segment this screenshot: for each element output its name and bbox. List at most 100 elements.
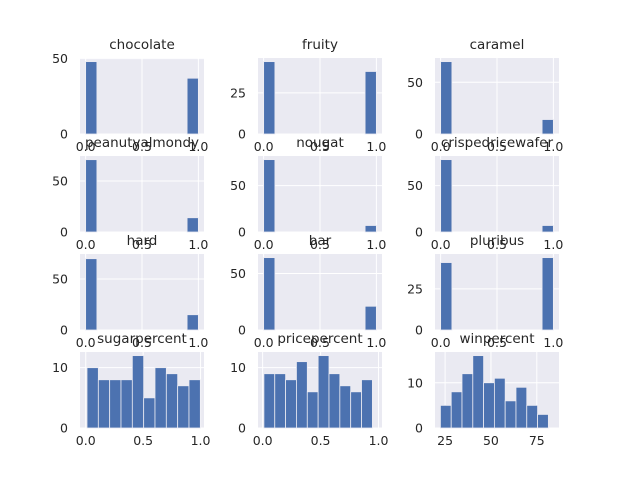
x-tick-label: 0.0: [76, 433, 96, 448]
subplot-hard: 0.0 0.5 1.0 0 50 hard: [52, 233, 208, 350]
x-tick-label: 1.0: [543, 335, 563, 350]
x-tick-label: 50: [483, 433, 499, 448]
y-tick-label: 10: [230, 360, 246, 375]
histogram-bar: [263, 373, 276, 429]
subplot-title: nougat: [296, 135, 344, 151]
histogram-bar: [504, 400, 517, 429]
subplot-caramel: 0.0 0.5 1.0 0 50 caramel: [407, 37, 563, 154]
histogram-bar: [541, 119, 554, 135]
y-tick-label: 0: [60, 323, 68, 338]
y-tick-label: 0: [415, 323, 423, 338]
y-tick-label: 50: [230, 178, 246, 193]
histogram-bar: [306, 391, 319, 429]
subplot-title: hard: [127, 233, 158, 249]
y-tick-label: 0: [415, 421, 423, 436]
x-tick-label: 1.0: [366, 335, 386, 350]
histogram-bar: [350, 391, 362, 429]
histogram-bar: [296, 361, 308, 429]
histogram-bar: [131, 355, 145, 429]
y-tick-label: 0: [238, 421, 246, 436]
subplot-title: crispedricewafer: [441, 135, 554, 151]
histogram-bar: [186, 77, 199, 135]
x-tick-label: 0.5: [310, 139, 330, 154]
x-tick-label: 0.0: [76, 335, 96, 350]
y-tick-label: 50: [52, 51, 68, 66]
x-tick-label: 25: [437, 433, 453, 448]
subplot-sugarpercent: 0.0 0.5 1.0 0 10 sugarpercent: [52, 331, 210, 448]
subplot-title: pricepercent: [277, 331, 362, 347]
y-tick-label: 0: [238, 127, 246, 142]
histogram-bar: [440, 61, 453, 135]
histogram-bar: [263, 257, 276, 331]
x-tick-label: 0.5: [310, 237, 330, 252]
histogram-bar: [120, 379, 133, 429]
x-tick-label: 0.0: [431, 237, 451, 252]
histogram-bar: [154, 367, 167, 429]
x-tick-label: 0.0: [431, 139, 451, 154]
y-tick-label: 10: [52, 360, 68, 375]
histogram-bar: [364, 71, 377, 135]
histogram-bar: [285, 379, 297, 429]
subplot-peanutyalmondy: 0.0 0.5 1.0 0 50 peanutyalmondy: [52, 135, 208, 252]
y-tick-label: 50: [52, 272, 68, 287]
histogram-bar: [97, 379, 111, 429]
histogram-bar: [537, 414, 549, 429]
subplot-chocolate: 0.0 0.5 1.0 0 50 chocolate: [52, 37, 208, 154]
y-tick-label: 25: [230, 85, 246, 100]
histogram-bar: [186, 314, 199, 331]
histogram-bar: [188, 379, 201, 429]
subplot-pluribus: 0.0 0.5 1.0 0 25 pluribus: [407, 233, 563, 350]
y-tick-label: 0: [60, 127, 68, 142]
histogram-bar: [85, 61, 98, 135]
x-tick-label: 0.0: [431, 335, 451, 350]
x-tick-label: 0.0: [76, 237, 96, 252]
histogram-bar: [526, 404, 538, 429]
histogram-bar: [274, 373, 287, 429]
histogram-bar: [165, 373, 179, 429]
histogram-bar: [186, 217, 199, 233]
histogram-bar: [440, 159, 453, 233]
histogram-bar: [361, 379, 373, 429]
subplot-winpercent: 25 50 75 0 10 winpercent: [407, 331, 559, 448]
y-tick-label: 0: [60, 421, 68, 436]
histogram-bar: [143, 397, 156, 429]
histogram-bar: [515, 386, 528, 429]
histogram-bar: [541, 257, 554, 331]
subplot-pricepercent: 0.0 0.5 1.0 0 10 pricepercent: [230, 331, 388, 448]
subplot-title: pluribus: [470, 233, 524, 249]
subplot-title: fruity: [302, 37, 338, 53]
histogram-bar: [440, 262, 453, 331]
subplot-title: chocolate: [109, 37, 175, 53]
histogram-bar: [85, 159, 98, 233]
x-tick-label: 1.0: [543, 139, 563, 154]
x-tick-label: 1.0: [188, 237, 208, 252]
y-tick-label: 50: [230, 266, 246, 281]
x-tick-label: 75: [529, 433, 545, 448]
histogram-bar: [483, 382, 495, 429]
histogram-bar: [109, 379, 122, 429]
x-tick-label: 0.5: [487, 335, 507, 350]
x-tick-label: 0.5: [310, 335, 330, 350]
histogram-bar: [541, 225, 554, 233]
histogram-bar: [328, 373, 341, 429]
subplot-title: bar: [309, 233, 332, 249]
histogram-bar: [317, 355, 330, 429]
y-tick-label: 50: [52, 174, 68, 189]
x-tick-label: 0.0: [253, 433, 273, 448]
histogram-bar: [263, 159, 276, 233]
histogram-bar: [364, 305, 377, 331]
x-tick-label: 1.0: [366, 237, 386, 252]
histogram-bar: [472, 355, 484, 429]
x-tick-label: 1.0: [188, 139, 208, 154]
subplot-title: caramel: [470, 37, 525, 53]
y-tick-label: 25: [407, 281, 423, 296]
y-tick-label: 50: [407, 178, 423, 193]
histogram-bar: [86, 367, 99, 429]
x-tick-label: 0.5: [132, 335, 152, 350]
x-tick-label: 0.0: [254, 237, 274, 252]
y-tick-label: 50: [407, 75, 423, 90]
histogram-bar: [85, 258, 98, 331]
x-tick-label: 0.0: [254, 335, 274, 350]
x-tick-label: 1.0: [543, 237, 563, 252]
